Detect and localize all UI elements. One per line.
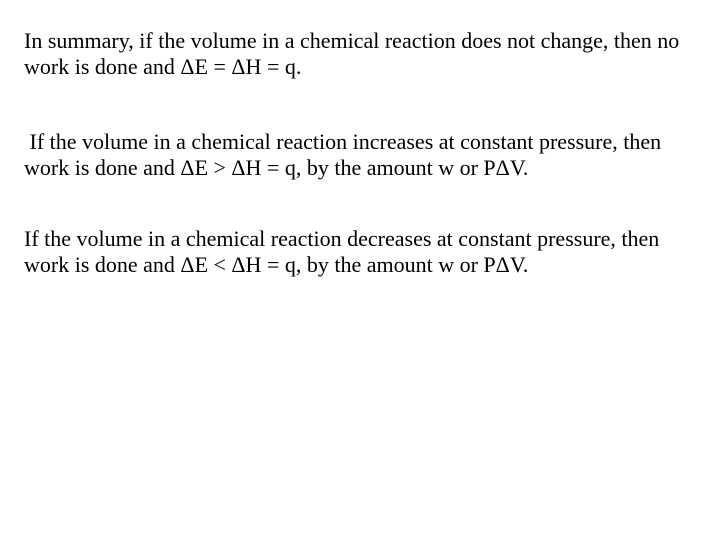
paragraph-3: If the volume in a chemical reaction dec… (24, 226, 696, 279)
document-page: In summary, if the volume in a chemical … (0, 0, 720, 278)
paragraph-1: In summary, if the volume in a chemical … (24, 28, 696, 81)
paragraph-2: If the volume in a chemical reaction inc… (24, 129, 696, 182)
